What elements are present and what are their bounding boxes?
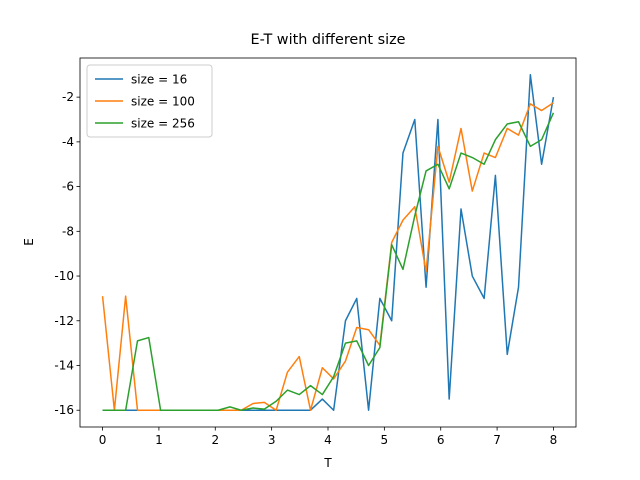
x-tick-label: 7 bbox=[493, 433, 501, 447]
x-tick-label: 2 bbox=[211, 433, 219, 447]
series-line bbox=[101, 102, 554, 411]
chart-title: E-T with different size bbox=[250, 32, 405, 48]
y-tick-label: -2 bbox=[62, 90, 74, 104]
legend-label: size = 16 bbox=[131, 73, 187, 87]
x-tick-label: 8 bbox=[550, 433, 558, 447]
legend-box bbox=[86, 64, 213, 138]
x-tick-label: 6 bbox=[437, 433, 445, 447]
series-line bbox=[102, 112, 555, 411]
y-tick-label: -16 bbox=[54, 403, 74, 417]
y-tick-label: -14 bbox=[54, 359, 74, 373]
x-tick-label: 0 bbox=[99, 433, 107, 447]
y-axis-label: E bbox=[22, 238, 36, 246]
legend: size = 16 size = 100 size = 256 bbox=[86, 64, 213, 138]
x-tick-label: 5 bbox=[381, 433, 389, 447]
y-tick-label: -4 bbox=[62, 135, 74, 149]
legend-label: size = 100 bbox=[131, 95, 195, 109]
y-tick-label: -10 bbox=[54, 269, 74, 283]
x-axis-label: T bbox=[323, 456, 332, 470]
x-tick-label: 4 bbox=[324, 433, 332, 447]
legend-label: size = 256 bbox=[131, 117, 195, 131]
y-tick-label: -8 bbox=[62, 224, 74, 238]
plot-frame bbox=[79, 57, 577, 428]
x-tick-label: 3 bbox=[268, 433, 276, 447]
y-tick-label: -6 bbox=[62, 180, 74, 194]
y-tick-label: -12 bbox=[54, 314, 74, 328]
x-tick-label: 1 bbox=[155, 433, 163, 447]
